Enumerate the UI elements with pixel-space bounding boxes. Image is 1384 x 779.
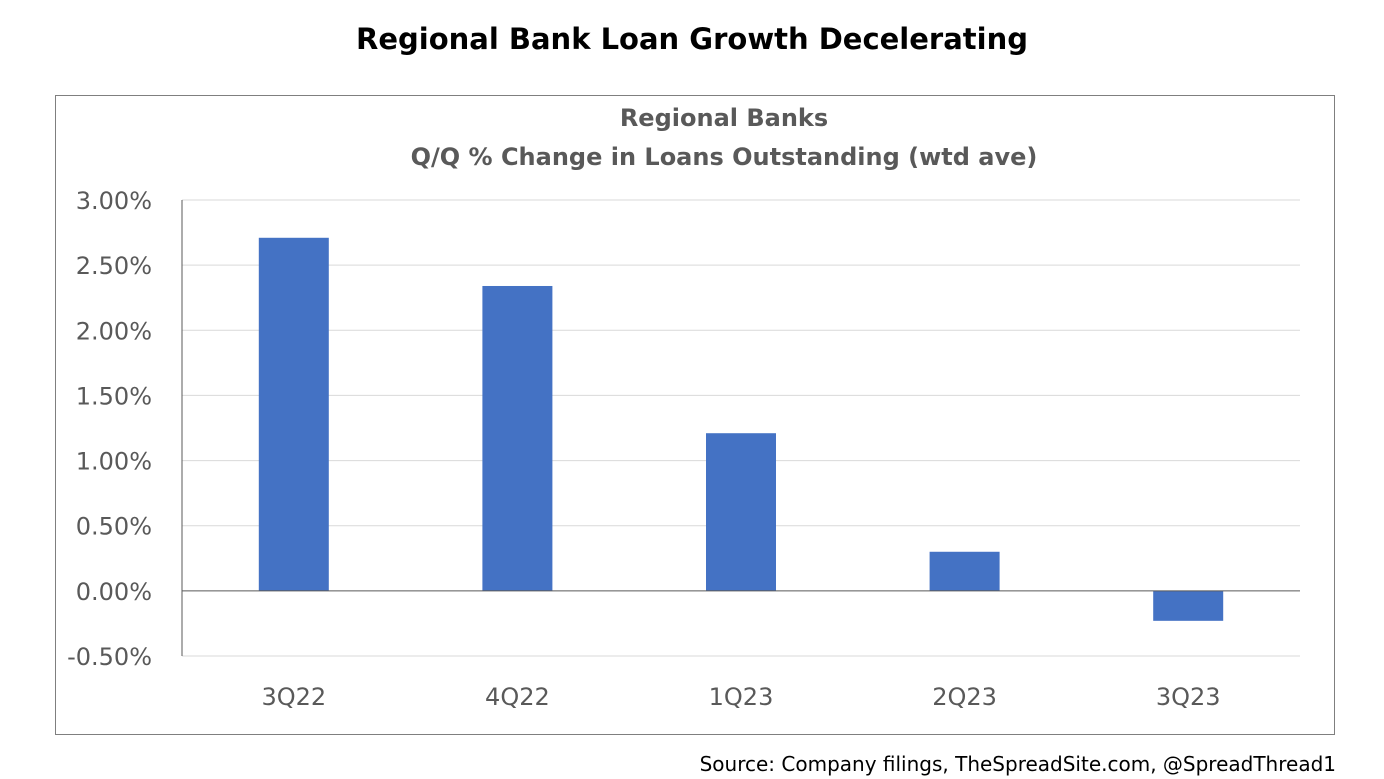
x-tick-label: 4Q22 (485, 683, 550, 711)
y-tick-label: 3.00% (76, 187, 152, 215)
y-tick-labels: 3.00% 2.50% 2.00% 1.50% 1.00% 0.50% 0.00% -0.50… (67, 187, 152, 671)
x-tick-label: 3Q22 (261, 683, 326, 711)
x-tick-label: 2Q23 (932, 683, 997, 711)
bar-2q23 (929, 551, 1000, 591)
bar-4q22 (482, 285, 553, 591)
bar-chart: Regional Banks Q/Q % Change in Loans Out… (67, 104, 1300, 711)
y-tick-label: 1.00% (76, 448, 152, 476)
x-tick-labels: 3Q22 4Q22 1Q23 2Q23 3Q23 (261, 683, 1220, 711)
bar-3q22 (258, 237, 329, 591)
bar-3q23 (1153, 590, 1224, 621)
page-title: Regional Bank Loan Growth Decelerating (356, 22, 1028, 56)
x-tick-label: 3Q23 (1156, 683, 1221, 711)
y-tick-label: 2.50% (76, 252, 152, 280)
bar-1q23 (706, 433, 776, 591)
axes (181, 200, 1300, 656)
source-note: Source: Company filings, TheSpreadSite.c… (699, 752, 1336, 776)
y-tick-label: 1.50% (76, 382, 152, 410)
chart-title: Regional Banks (620, 104, 828, 132)
y-tick-label: 0.50% (76, 513, 152, 541)
chart-subtitle: Q/Q % Change in Loans Outstanding (wtd a… (411, 143, 1038, 171)
y-tick-label: -0.50% (67, 643, 152, 671)
bars (258, 237, 1224, 621)
x-tick-label: 1Q23 (709, 683, 774, 711)
y-tick-label: 0.00% (76, 578, 152, 606)
y-tick-label: 2.00% (76, 317, 152, 345)
